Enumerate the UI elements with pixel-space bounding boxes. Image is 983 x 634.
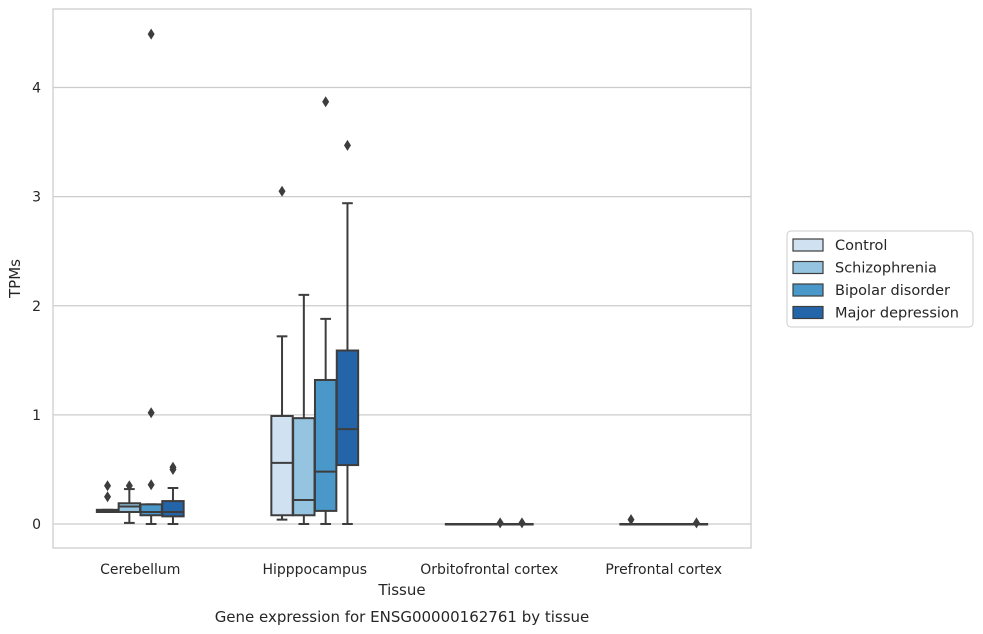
legend-label: Bipolar disorder: [835, 283, 950, 299]
box-major-depression: [335, 139, 360, 525]
outlier-point: [125, 480, 133, 492]
box-schizophrenia: [466, 522, 491, 526]
outlier-point: [169, 461, 177, 473]
legend-label: Schizophrenia: [835, 261, 937, 277]
y-tick-label: 0: [32, 517, 41, 533]
box-groups: [95, 28, 709, 529]
legend: Control Schizophrenia Bipolar disorder Majo…: [786, 230, 974, 328]
plot-frame: [52, 8, 752, 549]
box-control: [95, 480, 120, 513]
outlier-point: [518, 517, 526, 529]
box-schizophrenia: [641, 522, 665, 526]
legend-label: Control: [835, 238, 887, 254]
box-control: [444, 522, 469, 526]
box-body: [335, 349, 360, 467]
box-bipolar-disorder: [488, 517, 512, 529]
box-control: [619, 514, 643, 526]
legend-swatch: [792, 260, 824, 275]
legend-swatch: [792, 283, 824, 297]
y-tick-label: 3: [32, 190, 41, 206]
outlier-point: [627, 514, 635, 526]
y-tick-label: 1: [32, 408, 41, 424]
legend-label: Major depression: [835, 306, 959, 322]
outlier-point: [278, 185, 286, 197]
box-bipolar-disorder: [662, 522, 687, 526]
x-tick-label: Hipppocampus: [262, 562, 367, 578]
box-body: [139, 503, 163, 517]
grid-lines: [53, 86, 751, 525]
box-body: [270, 414, 294, 517]
outlier-point: [147, 28, 155, 40]
x-axis-ticks: Cerebellum Hipppocampus Orbitofrontal cort…: [100, 562, 722, 578]
legend-swatch: [792, 305, 824, 320]
box-major-depression: [161, 461, 185, 525]
outlier-point: [104, 491, 112, 503]
y-tick-label: 4: [32, 81, 41, 97]
y-axis-label: TPMs: [6, 259, 24, 299]
box-schizophrenia: [117, 480, 142, 524]
outlier-point: [147, 479, 155, 491]
x-axis-label: Tissue: [377, 581, 425, 599]
box-body: [117, 502, 142, 513]
legend-frame: [786, 230, 974, 328]
y-tick-label: 2: [32, 299, 41, 315]
x-tick-label: Orbitofrontal cortex: [420, 562, 558, 578]
y-axis-ticks: 0 1 2 3 4: [32, 81, 41, 533]
x-tick-label: Cerebellum: [100, 562, 180, 578]
outlier-point: [496, 517, 504, 529]
outlier-point: [692, 517, 700, 529]
legend-swatch: [792, 238, 824, 252]
outlier-point: [104, 480, 112, 492]
outlier-point: [147, 407, 155, 419]
box-body: [313, 378, 338, 512]
x-tick-label: Prefrontal cortex: [605, 562, 722, 578]
box-control: [270, 185, 294, 521]
box-major-depression: [510, 517, 534, 529]
outlier-point: [343, 139, 351, 151]
outlier-point: [322, 96, 330, 108]
box-body: [161, 500, 185, 518]
box-bipolar-disorder: [313, 96, 338, 525]
box-bipolar-disorder: [139, 28, 163, 525]
figure-caption: Gene expression for ENSG00000162761 by t…: [215, 608, 590, 626]
box-major-depression: [684, 517, 709, 529]
box-schizophrenia: [292, 293, 316, 525]
